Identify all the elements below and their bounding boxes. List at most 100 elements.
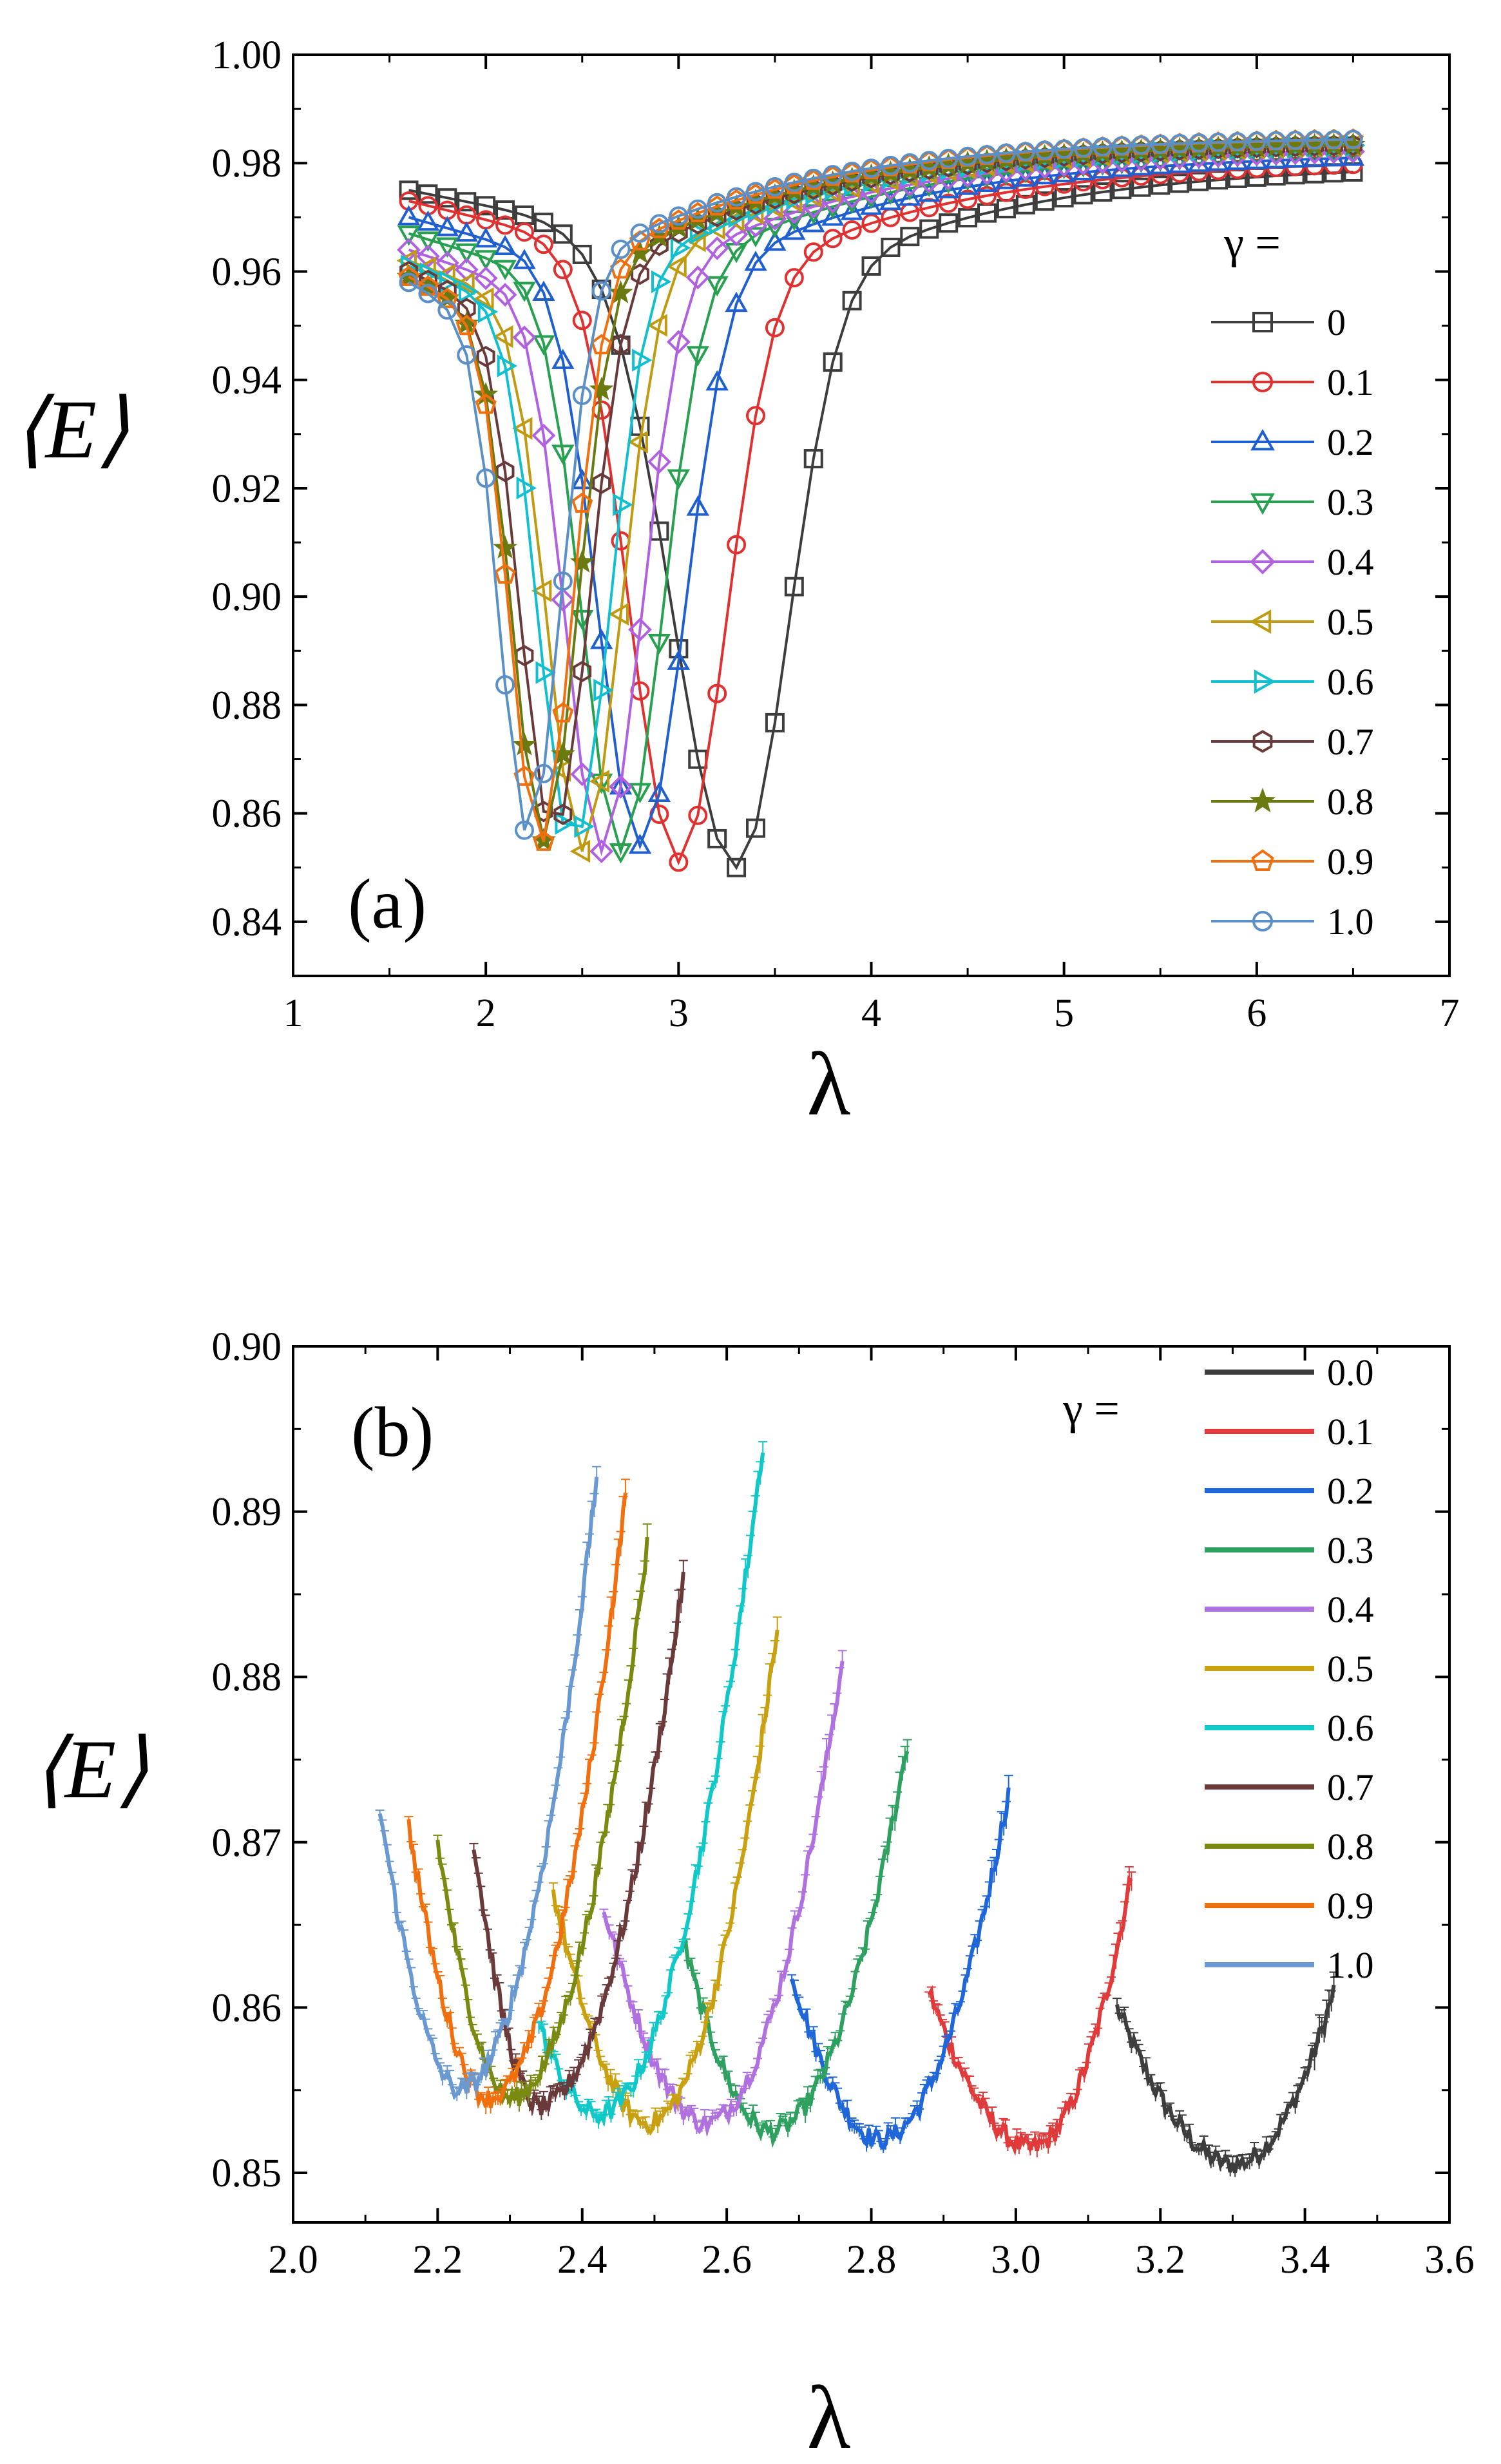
- panel-a-data-point: [823, 229, 843, 249]
- panel-b-legend-label: 0.5: [1327, 1648, 1374, 1690]
- panel-a-data-point: [571, 492, 593, 513]
- panel-a-data-point: [707, 828, 727, 848]
- panel-b-legend-label: 0.8: [1327, 1826, 1374, 1867]
- panel-a-data-point: [919, 219, 939, 239]
- panel-a-data-point: [1131, 135, 1151, 155]
- panel-b-series-line: [406, 1492, 628, 2110]
- panel-a-series-group: [396, 128, 1366, 877]
- panel-b-legend-label: 0.2: [1327, 1470, 1374, 1512]
- panel-a-data-point: [881, 237, 901, 257]
- panel-a-data-point: [533, 763, 553, 783]
- panel-a-data-point: [553, 571, 573, 591]
- panel-a-data-point: [493, 535, 518, 559]
- panel-a-data-point: [958, 189, 978, 209]
- panel-a-data-point: [494, 563, 516, 584]
- panel-a-data-point: [1073, 185, 1093, 205]
- panel-a-data-point: [685, 265, 710, 290]
- panel-a-data-point: [593, 678, 614, 702]
- panel-a-data-point: [802, 212, 825, 233]
- panel-a-data-point: [457, 192, 477, 212]
- panel-a-data-point: [495, 200, 515, 220]
- panel-a-data-point: [917, 181, 941, 202]
- panel-a-data-point: [842, 220, 862, 240]
- panel-a-data-point: [803, 449, 823, 469]
- panel-a-data-point: [591, 334, 613, 354]
- panel-a-legend-marker: [1250, 549, 1276, 575]
- panel-a-data-point: [727, 535, 747, 555]
- panel-a-data-point: [1247, 131, 1267, 151]
- panel-a-data-point: [416, 210, 440, 231]
- panel-a-data-point: [628, 834, 652, 854]
- panel-a-data-point: [455, 221, 478, 242]
- panel-a-legend-label: 0.6: [1327, 661, 1374, 703]
- panel-b-y-tick-label: 0.90: [212, 1325, 282, 1369]
- panel-a-data-point: [574, 815, 595, 838]
- panel-a-data-point: [418, 283, 438, 303]
- panel-b-y-tick-label: 0.86: [212, 1986, 282, 2030]
- panel-a-data-point: [591, 281, 611, 301]
- panel-a-data-point: [533, 830, 555, 851]
- panel-a-data-point: [649, 214, 669, 234]
- panel-a-data-point: [784, 173, 804, 193]
- panel-a-data-point: [724, 209, 745, 232]
- panel-a-data-point: [589, 839, 614, 863]
- panel-a-legend-label: 0: [1327, 301, 1346, 343]
- panel-a-data-point: [743, 202, 764, 225]
- panel-a-data-point: [1151, 134, 1171, 154]
- panel-b-series-line: [1114, 1984, 1336, 2173]
- panel-a-data-point: [474, 250, 497, 271]
- panel-a-data-point: [550, 741, 575, 765]
- panel-b-legend-label: 0.1: [1327, 1411, 1374, 1453]
- panel-a-data-point: [823, 352, 843, 372]
- panel-a-data-point: [670, 236, 691, 260]
- panel-a-data-point: [1266, 131, 1286, 151]
- panel-b-label: (b): [351, 1393, 434, 1471]
- panel-a-x-tick-label: 5: [1054, 991, 1074, 1035]
- panel-a-data-point: [512, 732, 537, 756]
- panel-b-x-tick-label: 3.0: [991, 2238, 1041, 2282]
- panel-a-x-tick-label: 3: [669, 991, 689, 1035]
- panel-a-data-point: [1054, 188, 1074, 208]
- panel-a-data-point: [569, 549, 595, 573]
- panel-a-data-point: [1170, 173, 1190, 193]
- panel-a-data-point: [746, 818, 765, 838]
- panel-a-data-point: [1073, 138, 1093, 158]
- panel-a-data-point: [724, 222, 749, 247]
- panel-a-data-point: [1227, 132, 1247, 152]
- panel-b-x-tick-label: 2.2: [413, 2238, 463, 2282]
- panel-a-data-point: [1285, 130, 1305, 150]
- panel-b: 2.0 2.2 2.4 2.6 2.8 3.0 3.2 3.4 3.6 0.85 0.86 0.87 0…: [32, 1325, 1475, 2464]
- panel-a-data-point: [628, 783, 652, 803]
- panel-a-legend-label: 1.0: [1327, 901, 1374, 942]
- panel-a-data-point: [455, 243, 478, 264]
- panel-b-legend-title: γ =: [1062, 1384, 1120, 1434]
- panel-a-data-point: [589, 376, 614, 400]
- panel-a-data-point: [861, 256, 881, 276]
- panel-a-legend-marker: [1252, 312, 1273, 332]
- panel-b-series-line: [602, 1661, 845, 2137]
- panel-a-data-point: [1014, 163, 1037, 184]
- panel-a-data-point: [532, 280, 555, 301]
- panel-a-x-tick-label: 7: [1440, 991, 1460, 1035]
- panel-a-data-point: [511, 417, 533, 440]
- panel-a-data-point: [1093, 137, 1113, 157]
- panel-a-data-point: [396, 249, 417, 272]
- panel-a-data-point: [1033, 160, 1056, 182]
- panel-a-data-point: [725, 291, 748, 312]
- panel-a-data-point: [609, 774, 633, 795]
- panel-a-data-point: [669, 852, 689, 872]
- panel-a-data-point: [397, 225, 421, 246]
- panel-a-data-point: [765, 318, 785, 338]
- panel-a-data-point: [1071, 160, 1095, 180]
- panel-b-x-tick-label: 2.8: [846, 2238, 897, 2282]
- panel-a-y-tick-label: 0.92: [212, 467, 282, 511]
- panel-a-data-point: [727, 187, 747, 207]
- panel-a-legend-marker: [1254, 669, 1276, 694]
- panel-a-y-tick-label: 0.84: [212, 901, 282, 944]
- panel-a-data-point: [609, 774, 633, 799]
- panel-b-x-tick-label: 3.4: [1280, 2238, 1330, 2282]
- panel-a-data-point: [495, 215, 515, 235]
- panel-a-data-point: [608, 280, 633, 303]
- panel-a-data-point: [1151, 175, 1171, 195]
- panel-a-data-point: [493, 234, 517, 256]
